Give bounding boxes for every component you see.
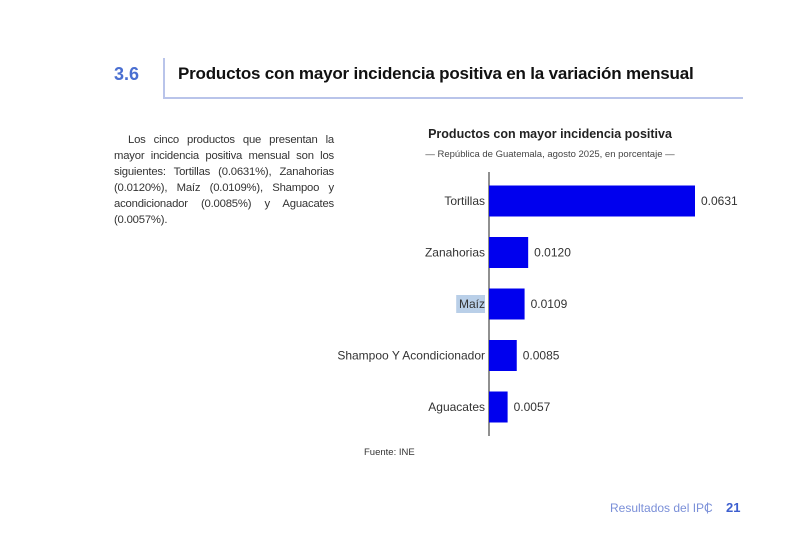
page-number: 21 <box>726 500 741 515</box>
data-label: 0.0631 <box>701 194 738 208</box>
bar <box>489 340 517 371</box>
body-paragraph: Los cinco productos que presentan la may… <box>114 134 334 227</box>
footer-section-label: Resultados del IPC <box>610 501 713 515</box>
section-divider <box>163 58 165 98</box>
bar <box>489 185 695 217</box>
chart-source: Fuente: INE <box>364 447 415 458</box>
footer-separator: | <box>706 500 710 514</box>
section-title: Productos con mayor incidencia positiva … <box>178 64 694 83</box>
data-label: 0.0085 <box>523 349 560 363</box>
category-label: Tortillas <box>444 194 485 208</box>
category-label: Aguacates <box>428 400 485 414</box>
data-label: 0.0120 <box>534 246 571 260</box>
category-label: Shampoo Y Acondicionador <box>337 349 485 363</box>
bar <box>489 288 525 320</box>
category-label: Maíz <box>459 297 485 311</box>
chart-title: Productos con mayor incidencia positiva <box>428 127 672 141</box>
bar <box>489 237 529 268</box>
data-label: 0.0057 <box>514 400 551 414</box>
category-label: Zanahorias <box>425 246 485 260</box>
data-label: 0.0109 <box>531 297 568 311</box>
header-rule <box>163 97 743 99</box>
chart-subtitle: — República de Guatemala, agosto 2025, e… <box>425 149 675 160</box>
section-number: 3.6 <box>114 64 140 84</box>
bar <box>489 391 508 423</box>
category-label-highlight <box>456 295 485 313</box>
